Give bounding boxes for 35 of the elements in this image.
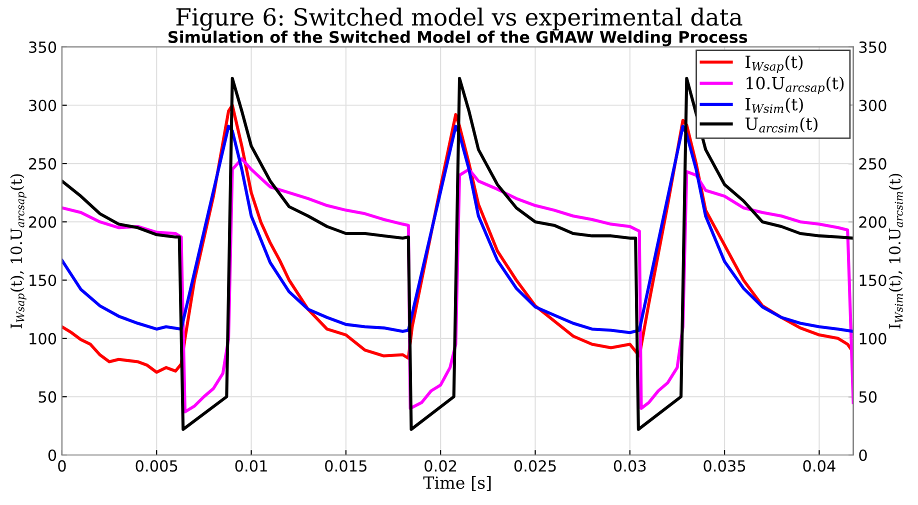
legend-label: 10.U$_{arcsap}$(t) xyxy=(746,76,844,94)
y2-tick-label: 300 xyxy=(859,100,886,112)
y2-tick-label: 250 xyxy=(859,158,886,170)
y-tick-label: 150 xyxy=(30,274,56,286)
y2-tick-label: 150 xyxy=(860,274,886,286)
x-tick-label: 0.03 xyxy=(614,460,646,472)
y-tick-label: 300 xyxy=(29,100,56,112)
y2-tick-label: 200 xyxy=(859,216,886,228)
legend-label: I$_{Wsap}$(t) xyxy=(746,55,803,73)
y-tick-label: 350 xyxy=(29,41,56,53)
x-tick-label: 0 xyxy=(58,460,66,472)
y-axis-title: I$_{Wsap}$(t), 10.U$_{arcsap}$(t) xyxy=(10,174,26,328)
x-tick-label: 0.02 xyxy=(424,460,456,472)
y-tick-label: 100 xyxy=(30,332,56,344)
chart-title: Figure 6: Switched model vs experimental data xyxy=(176,8,742,31)
x-tick-label: 0.01 xyxy=(235,460,267,472)
y2-tick-label: 350 xyxy=(859,41,886,53)
y2-tick-label: 50 xyxy=(859,391,877,403)
y-tick-label: 250 xyxy=(29,158,56,170)
y-tick-label: 200 xyxy=(29,216,56,228)
y-tick-label: 0 xyxy=(48,449,56,462)
x-axis-title: Time [s] xyxy=(423,476,491,491)
x-tick-label: 0.015 xyxy=(325,460,366,472)
y2-tick-label: 0 xyxy=(859,449,867,462)
legend-label: U$_{arcsim}$(t) xyxy=(745,117,818,133)
x-tick-label: 0.035 xyxy=(704,460,746,472)
y2-axis-title: I$_{Wsim}$(t), 10.U$_{arcsim}$(t) xyxy=(888,174,903,329)
y-tick-label: 50 xyxy=(38,391,56,403)
legend-label: I$_{Wsim}$(t) xyxy=(746,98,803,114)
x-tick-label: 0.005 xyxy=(136,460,178,472)
x-tick-label: 0.025 xyxy=(514,460,556,472)
line-series xyxy=(62,76,854,431)
y2-tick-label: 100 xyxy=(860,332,886,344)
chart-subtitle: Simulation of the Switched Model of the GMAW Welding Process xyxy=(168,30,748,46)
x-tick-label: 0.04 xyxy=(803,460,836,472)
